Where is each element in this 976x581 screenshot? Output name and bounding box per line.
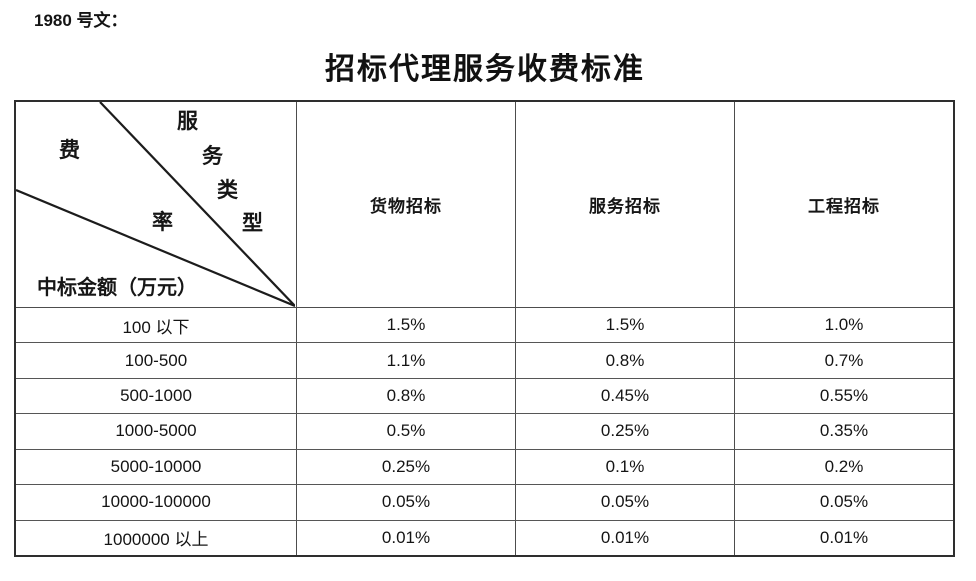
rate-value-cell: 1.5% (516, 308, 735, 343)
rate-value-cell: 0.01% (516, 520, 735, 555)
table-header-row: 服 务 类 型 费 率 中标金额（万元） 货物招标 服务招标 工程招标 (16, 102, 953, 308)
rate-value-cell: 0.8% (516, 343, 735, 378)
rate-value-cell: 1.5% (297, 308, 516, 343)
amount-range-cell: 100 以下 (16, 308, 297, 343)
corner-char-rate-1: 费 (59, 138, 80, 162)
rate-value-cell: 0.5% (297, 414, 516, 449)
amount-range-cell: 1000-5000 (16, 414, 297, 449)
document-number-label: 1980 号文： (34, 11, 128, 30)
column-header-goods: 货物招标 (297, 102, 516, 307)
table-row: 100 以下 1.5% 1.5% 1.0% (16, 308, 953, 344)
amount-range-cell: 10000-100000 (16, 485, 297, 520)
corner-char-rate-2: 率 (152, 210, 173, 234)
rate-value-cell: 0.05% (297, 485, 516, 520)
corner-char-service-1: 服 (177, 109, 198, 133)
rate-value-cell: 1.0% (824, 315, 864, 335)
rate-value-cell: 0.05% (819, 492, 869, 512)
rate-value-cell: 0.7% (824, 350, 864, 370)
rate-value-cell: 0.01% (297, 520, 516, 555)
table-row: 500-1000 0.8% 0.45% 0.55% (16, 378, 953, 415)
rate-value-cell: 0.55% (819, 386, 869, 406)
corner-amount-label: 中标金额（万元） (37, 277, 197, 299)
rate-value-cell: 1.1% (297, 343, 516, 378)
rate-value-cell: 0.35% (819, 421, 869, 441)
fee-standard-table: 服 务 类 型 费 率 中标金额（万元） 货物招标 服务招标 工程招标 100 … (14, 100, 955, 557)
rate-value-cell: 0.2% (824, 456, 864, 476)
corner-char-service-3: 类 (217, 178, 238, 202)
table-row: 5000-10000 0.25% 0.1% 0.2% (16, 449, 953, 486)
table-body: 100 以下 1.5% 1.5% 1.0% 100-500 1.1% 0.8% 0.7% 500… (16, 308, 953, 555)
amount-range-cell: 100-500 (16, 343, 297, 378)
rate-value-cell: 0.05% (516, 485, 735, 520)
amount-range-cell: 5000-10000 (16, 449, 297, 485)
table-row: 1000000 以上 0.01% 0.01% 0.01% (16, 520, 953, 555)
table-row: 100-500 1.1% 0.8% 0.7% (16, 343, 953, 379)
rate-value-cell: 0.8% (297, 378, 516, 414)
corner-char-service-2: 务 (202, 144, 223, 168)
rate-value-cell: 0.1% (516, 449, 735, 485)
column-header-engineering: 工程招标 (808, 197, 880, 216)
table-row: 1000-5000 0.5% 0.25% 0.35% (16, 414, 953, 450)
rate-value-cell: 0.25% (297, 449, 516, 485)
rate-value-cell: 0.01% (819, 527, 869, 547)
column-header-service: 服务招标 (516, 102, 735, 307)
rate-value-cell: 0.45% (516, 378, 735, 414)
page-title: 招标代理服务收费标准 (325, 53, 645, 86)
rate-value-cell: 0.25% (516, 414, 735, 449)
diagonal-divider-lines (16, 102, 295, 307)
table-row: 10000-100000 0.05% 0.05% 0.05% (16, 485, 953, 521)
diagonal-corner-cell: 服 务 类 型 费 率 中标金额（万元） (16, 102, 297, 307)
amount-range-cell: 500-1000 (16, 378, 297, 414)
amount-range-cell: 1000000 以上 (16, 520, 297, 555)
corner-char-service-4: 型 (242, 211, 263, 235)
